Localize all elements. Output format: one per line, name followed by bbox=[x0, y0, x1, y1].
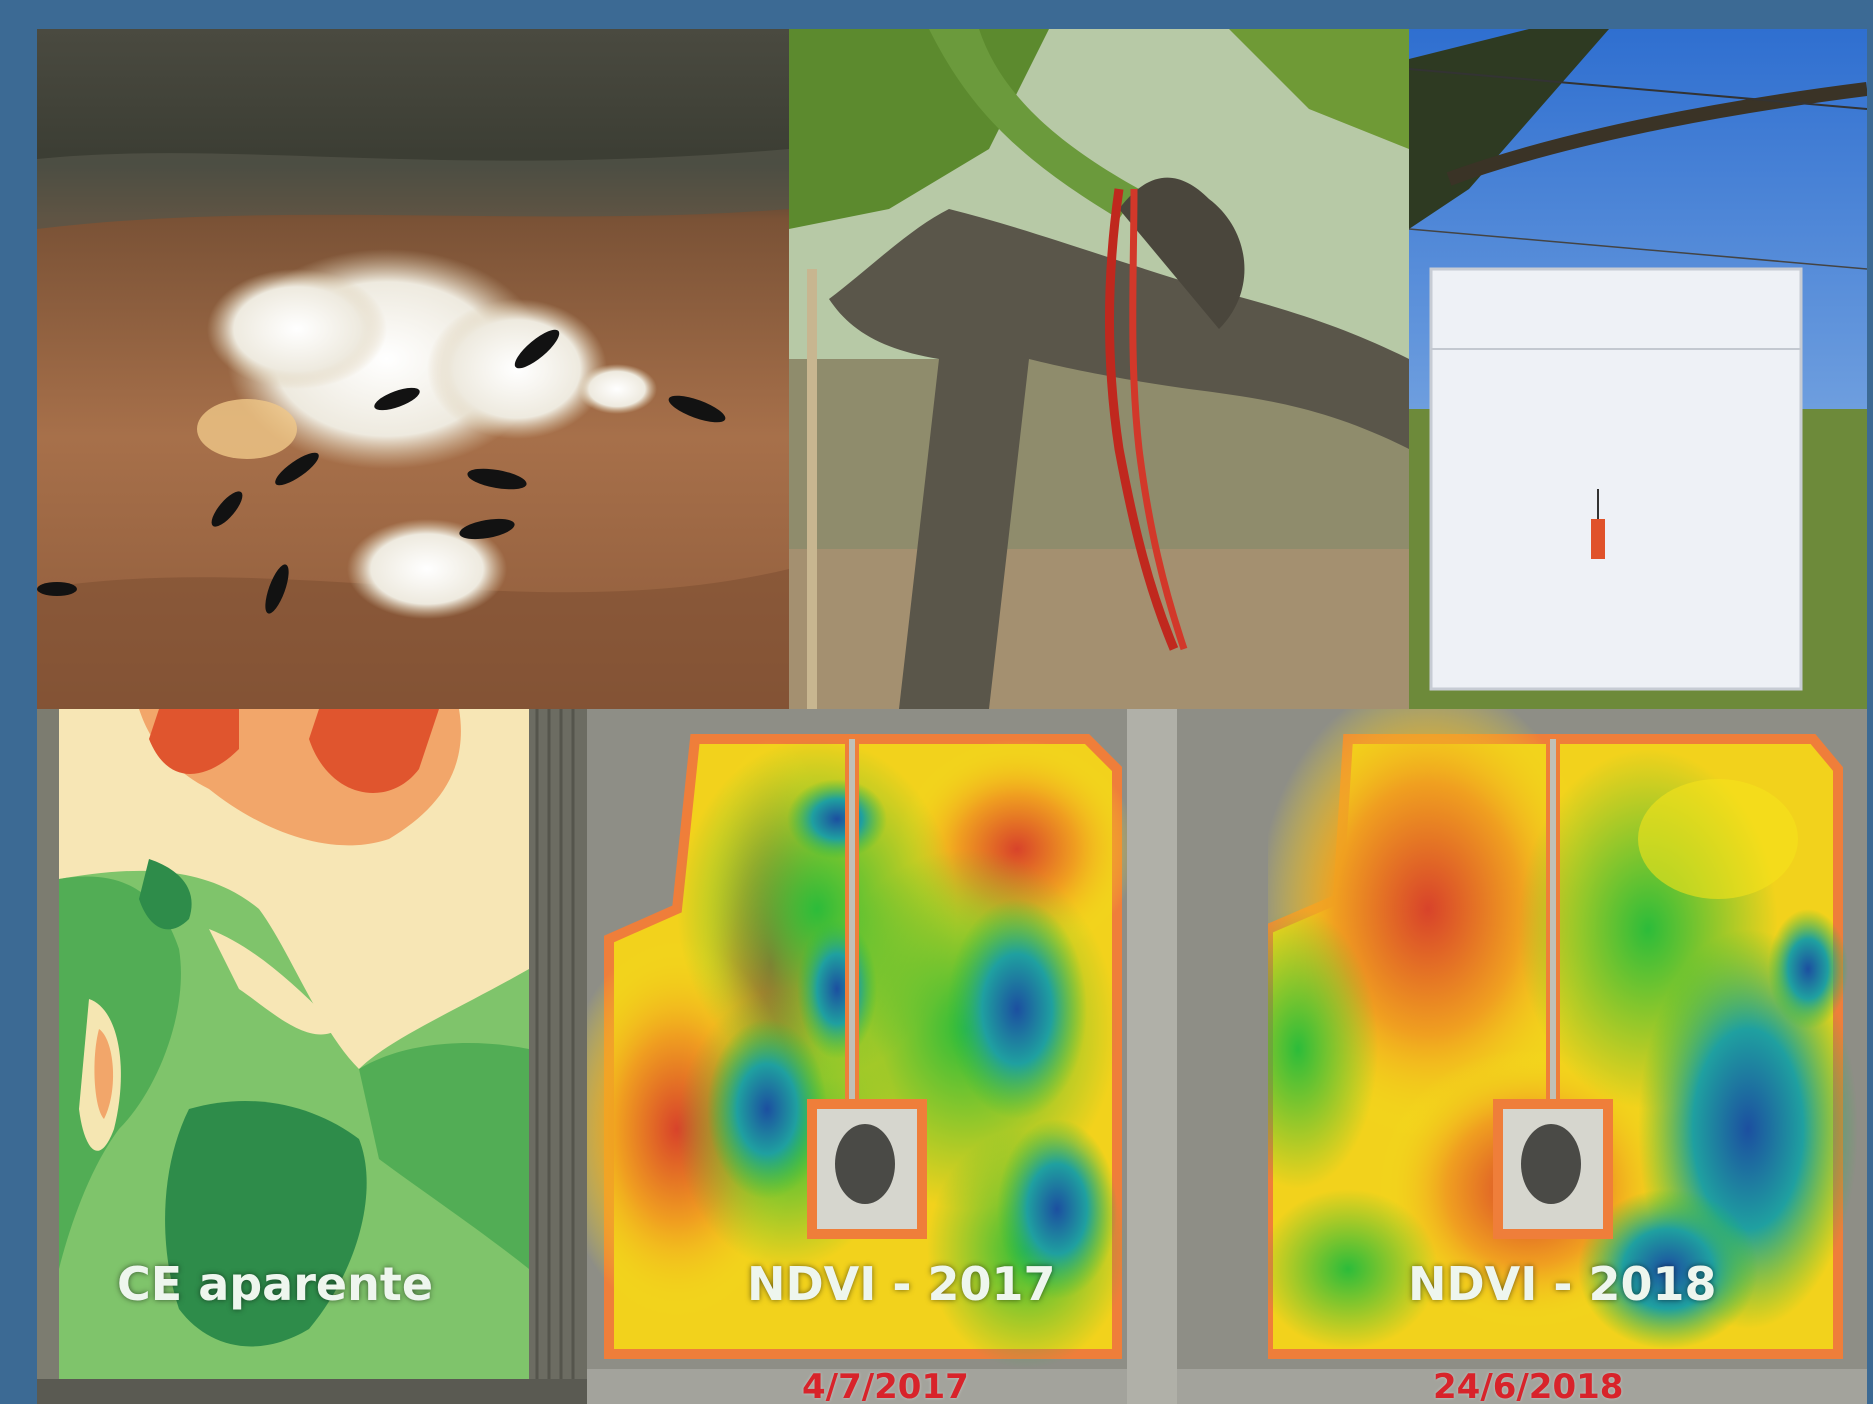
ce-aparente-label: CE aparente bbox=[117, 1257, 433, 1311]
ndvi-2017-label: NDVI - 2017 bbox=[747, 1257, 1056, 1311]
ndvi-2018-date: 24/6/2018 bbox=[1433, 1367, 1623, 1404]
vine-trunk-photo bbox=[789, 29, 1409, 709]
sticky-trap-photo bbox=[1409, 29, 1867, 709]
ants-mealybug-photo bbox=[37, 29, 789, 709]
ndvi-2017-map: NDVI - 2017 4/7/2017 bbox=[587, 709, 1268, 1404]
ndvi-2018-map: NDVI - 2018 24/6/2018 bbox=[1268, 709, 1867, 1404]
ndvi-2018-label: NDVI - 2018 bbox=[1408, 1257, 1717, 1311]
ndvi-2017-date: 4/7/2017 bbox=[802, 1367, 969, 1404]
ce-aparente-map: CE aparente bbox=[37, 709, 587, 1404]
